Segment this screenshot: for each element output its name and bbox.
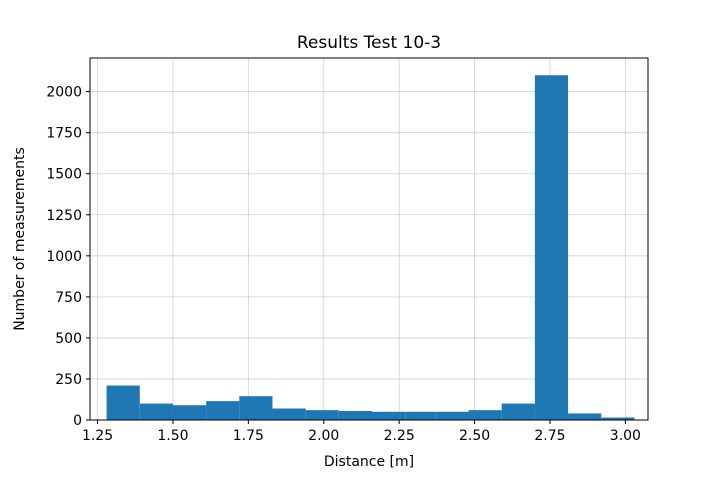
histogram-bar: [534, 75, 569, 420]
y-tick-label: 1500: [46, 167, 82, 183]
x-axis-ticks: 1.25 1.50 1.75 2.00 2.25 2.50 2.75 3.00: [82, 420, 641, 444]
histogram-bar: [106, 385, 140, 420]
y-tick-label: 0: [73, 413, 82, 429]
y-tick-label: 1750: [46, 126, 82, 142]
y-axis-ticks: 0 250 500 750 1000 1250 1500 1750 2000: [46, 85, 90, 429]
x-tick-label: 1.25: [82, 428, 113, 444]
y-axis-label: Number of measurements: [12, 147, 28, 331]
y-tick-label: 2000: [46, 85, 82, 101]
y-tick-label: 750: [55, 290, 82, 306]
y-tick-label: 500: [55, 331, 82, 347]
x-tick-label: 2.50: [459, 428, 490, 444]
histogram-bar: [305, 410, 339, 420]
histogram-bar: [206, 401, 240, 420]
histogram-bar: [239, 396, 273, 420]
x-axis-label: Distance [m]: [324, 454, 414, 470]
x-tick-label: 1.75: [233, 428, 264, 444]
x-tick-label: 2.25: [384, 428, 415, 444]
histogram-bar: [172, 405, 207, 420]
y-tick-label: 1000: [46, 249, 82, 265]
histogram-bar: [405, 411, 436, 420]
histogram-bar: [468, 410, 502, 420]
plot-frame: [89, 57, 649, 421]
histogram-bar: [139, 403, 173, 420]
histogram-bar: [338, 410, 373, 420]
histogram-bar: [568, 413, 602, 420]
histogram-bar: [272, 408, 306, 420]
histogram-bar: [372, 411, 406, 420]
x-tick-label: 3.00: [610, 428, 641, 444]
histogram-bar: [601, 417, 635, 420]
histogram-bar: [435, 411, 469, 420]
y-tick-label: 1250: [46, 208, 82, 224]
histogram-bar: [501, 403, 535, 420]
histogram-bars: [106, 75, 635, 420]
x-tick-label: 1.50: [157, 428, 188, 444]
chart-title: Results Test 10-3: [297, 33, 441, 53]
x-tick-label: 2.00: [308, 428, 339, 444]
x-tick-label: 2.75: [534, 428, 565, 444]
y-tick-label: 250: [55, 372, 82, 388]
